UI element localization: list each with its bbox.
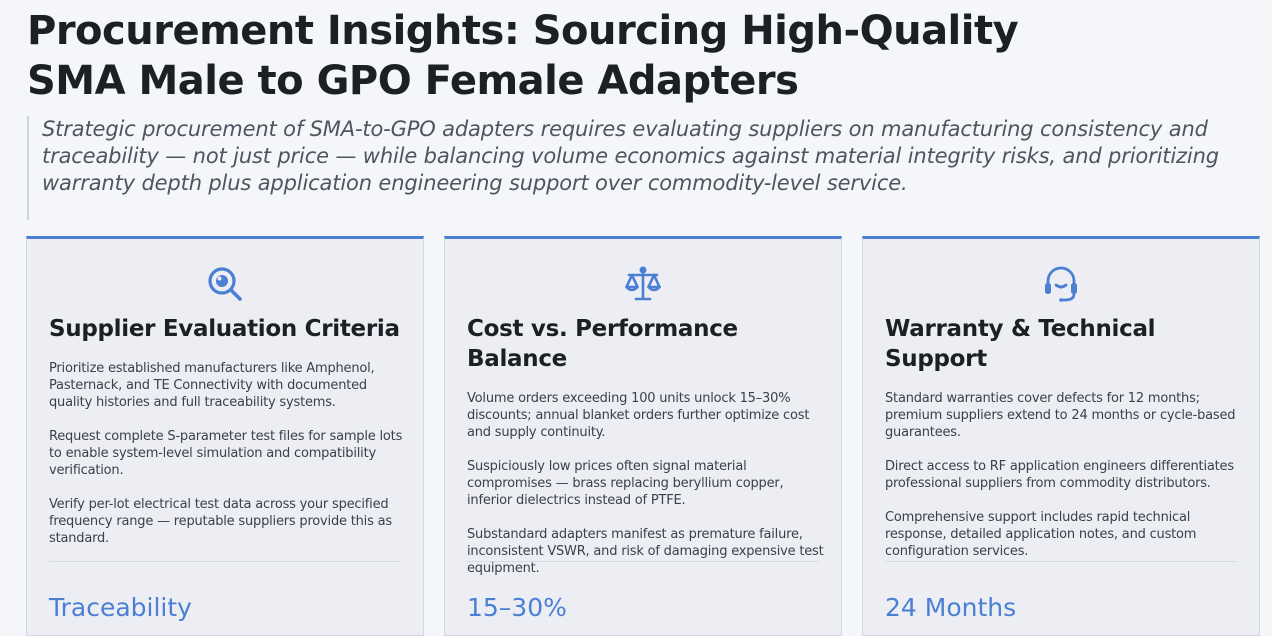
- card-stat: 15–30%: [467, 593, 567, 622]
- card-paragraph: Request complete S-parameter test files …: [49, 429, 403, 478]
- page-title: Procurement Insights: Sourcing High-Qual…: [27, 6, 1227, 106]
- summary-text: Strategic procurement of SMA-to-GPO adap…: [42, 117, 1219, 195]
- card-divider: [49, 561, 401, 562]
- card-paragraph: Suspiciously low prices often signal mat…: [467, 459, 784, 508]
- page-title-line-2: SMA Male to GPO Female Adapters: [27, 58, 799, 104]
- card-paragraph: Volume orders exceeding 100 units unlock…: [467, 391, 810, 440]
- card-body: Volume orders exceeding 100 units unlock…: [467, 390, 829, 594]
- card-body: Prioritize established manufacturers lik…: [49, 360, 411, 564]
- card-paragraph: Verify per-lot electrical test data acro…: [49, 497, 392, 546]
- card-warranty-support: Warranty & Technical Support Standard wa…: [862, 236, 1260, 636]
- card-paragraph: Prioritize established manufacturers lik…: [49, 361, 375, 410]
- card-divider: [885, 561, 1237, 562]
- page-title-line-1: Procurement Insights: Sourcing High-Qual…: [27, 8, 1019, 54]
- summary-blockquote: Strategic procurement of SMA-to-GPO adap…: [27, 116, 1257, 220]
- card-divider: [467, 561, 819, 562]
- headset-icon: [863, 264, 1259, 308]
- magnifier-icon: [27, 264, 423, 308]
- card-paragraph: Comprehensive support includes rapid tec…: [885, 510, 1197, 559]
- card-body: Standard warranties cover defects for 12…: [885, 390, 1247, 577]
- card-title: Cost vs. Performance Balance: [467, 316, 738, 372]
- card-title: Warranty & Technical Support: [885, 316, 1156, 372]
- card-paragraph: Direct access to RF application engineer…: [885, 459, 1234, 491]
- card-cost-performance: Cost vs. Performance Balance Volume orde…: [444, 236, 842, 636]
- card-supplier-evaluation: Supplier Evaluation Criteria Prioritize …: [26, 236, 424, 636]
- scale-icon: [445, 264, 841, 308]
- card-paragraph: Standard warranties cover defects for 12…: [885, 391, 1236, 440]
- card-stat: 24 Months: [885, 593, 1017, 622]
- card-stat: Traceability: [49, 593, 192, 622]
- card-title: Supplier Evaluation Criteria: [49, 316, 400, 342]
- card-paragraph: Substandard adapters manifest as prematu…: [467, 527, 824, 576]
